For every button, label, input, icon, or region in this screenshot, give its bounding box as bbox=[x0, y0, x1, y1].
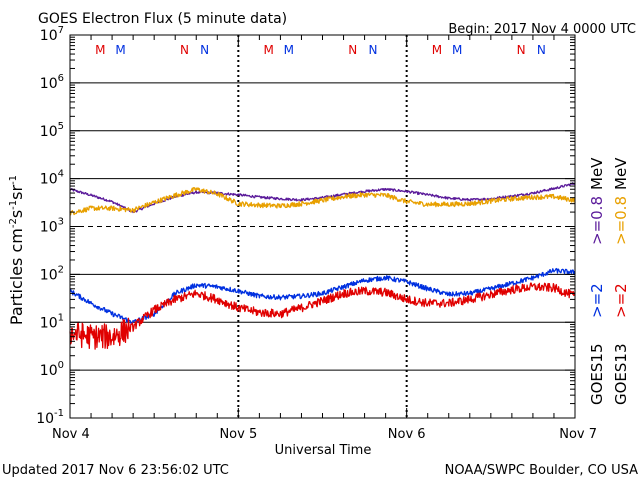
legend-goes15-high: >=0.8 bbox=[588, 196, 606, 245]
x-axis-label: Universal Time bbox=[275, 443, 372, 458]
x-tick-label: Nov 5 bbox=[219, 427, 257, 442]
series-goes13-low bbox=[69, 282, 576, 350]
grid-lines bbox=[70, 82, 575, 371]
y-tick-label: 106 bbox=[40, 73, 64, 92]
noon-marker: N bbox=[517, 43, 526, 57]
begin-label: Begin: 2017 Nov 4 0000 UTC bbox=[448, 22, 636, 37]
legend-goes15: GOES15 bbox=[588, 343, 606, 405]
noon-marker: N bbox=[180, 43, 189, 57]
updated-timestamp: Updated 2017 Nov 6 23:56:02 UTC bbox=[2, 463, 229, 478]
midnight-marker: M bbox=[452, 43, 462, 57]
series-goes15-low bbox=[69, 267, 576, 325]
credit-label: NOAA/SWPC Boulder, CO USA bbox=[445, 463, 638, 478]
legend-goes13-low: >=2 bbox=[612, 283, 630, 318]
y-tick-label: 102 bbox=[40, 264, 64, 283]
noon-marker: N bbox=[348, 43, 357, 57]
x-tick-label: Nov 4 bbox=[52, 427, 90, 442]
midnight-marker: M bbox=[432, 43, 442, 57]
y-tick-label: 104 bbox=[40, 169, 64, 188]
y-tick-label: 101 bbox=[40, 312, 64, 331]
y-tick-label: 107 bbox=[40, 25, 64, 44]
legend-goes13: GOES13 bbox=[612, 343, 630, 405]
series-goes15-high bbox=[69, 182, 576, 214]
y-tick-label: 105 bbox=[40, 121, 64, 140]
y-tick-label: 103 bbox=[40, 217, 64, 236]
midnight-marker: M bbox=[263, 43, 273, 57]
legend-unit-goes13: MeV bbox=[612, 157, 630, 190]
y-tick-label: 100 bbox=[40, 360, 64, 379]
midnight-marker: M bbox=[115, 43, 125, 57]
x-tick-label: Nov 7 bbox=[559, 427, 597, 442]
midnight-marker: M bbox=[95, 43, 105, 57]
legend: GOES15 GOES13 >=2 >=2 >=0.8 >=0.8 MeV Me… bbox=[588, 157, 630, 405]
midnight-marker: M bbox=[284, 43, 294, 57]
noon-marker: N bbox=[537, 43, 546, 57]
y-tick-label: 10-1 bbox=[36, 408, 64, 427]
legend-unit-goes15: MeV bbox=[588, 157, 606, 190]
y-axis-label: Particles cm-2s-1sr-1 bbox=[7, 175, 26, 325]
y-axis-ticks: 10-1 100 101 102 103 104 105 106 107 bbox=[36, 25, 575, 427]
legend-goes13-high: >=0.8 bbox=[612, 196, 630, 245]
legend-goes15-low: >=2 bbox=[588, 283, 606, 318]
chart-title: GOES Electron Flux (5 minute data) bbox=[38, 11, 287, 27]
x-axis-ticks: Nov 4 Nov 5 Nov 6 Nov 7 bbox=[52, 35, 597, 442]
noon-marker: N bbox=[369, 43, 378, 57]
series-goes13-high bbox=[69, 187, 576, 216]
day-dividers bbox=[237, 35, 408, 418]
svg-text:Particles cm-2s-1sr-1: Particles cm-2s-1sr-1 bbox=[7, 175, 26, 325]
series-lines bbox=[69, 182, 576, 350]
x-tick-label: Nov 6 bbox=[388, 427, 426, 442]
noon-marker: N bbox=[200, 43, 209, 57]
